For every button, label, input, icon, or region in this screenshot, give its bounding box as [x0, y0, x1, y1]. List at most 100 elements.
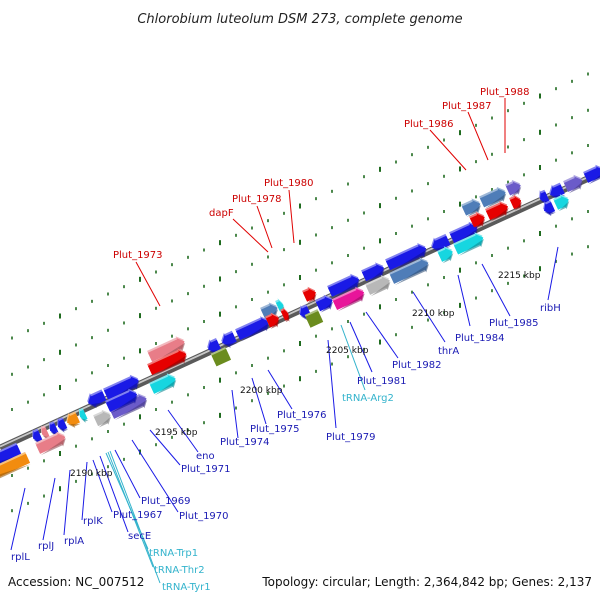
gene-label: tRNA-Arg2	[342, 393, 394, 404]
gene-arrow	[49, 421, 60, 437]
leader-trna-tyr1	[109, 450, 161, 584]
leader-plut-1969	[114, 449, 141, 499]
scale-label: 2210 kbp	[412, 309, 455, 319]
gene-label: secE	[128, 531, 151, 542]
gene-arrow	[210, 346, 232, 368]
gene-arrow	[78, 407, 89, 423]
leader-plut-1976	[267, 369, 293, 410]
gene-label: Plut_1971	[181, 464, 231, 475]
leader-sece	[99, 455, 129, 533]
leader-dapf	[232, 218, 269, 253]
leader-trna-thr2	[107, 451, 154, 568]
gene-labels-bottom: rplL rplJ rplA rplK Plut_1967 secE tRNA-…	[11, 303, 561, 593]
gene-label: ribH	[540, 303, 561, 314]
gene-label: Plut_1987	[442, 101, 492, 112]
leader-plut-1980	[288, 189, 295, 244]
leader-ribh	[547, 246, 559, 301]
gene-arrow	[437, 246, 454, 264]
gene-label: tRNA-Trp1	[149, 548, 198, 559]
gene-label: Plut_1967	[113, 510, 163, 521]
gene-arrow	[461, 198, 481, 218]
gene-arrow	[365, 275, 391, 297]
leader-plut-1985	[481, 263, 511, 317]
gene-arrow	[105, 388, 138, 414]
gene-arrow	[66, 411, 81, 428]
gene-label: rplK	[83, 516, 103, 527]
gene-label: Plut_1980	[264, 178, 314, 189]
gene-arrow	[265, 312, 280, 329]
scale-label: 2190 kbp	[70, 469, 113, 479]
gene-label: Plut_1986	[404, 119, 454, 130]
gene-arrow	[332, 286, 365, 312]
gene-arrow	[469, 211, 486, 229]
scale-label: 2215 kbp	[498, 271, 541, 281]
gene-arrow	[563, 174, 583, 194]
gene-label: Plut_1973	[113, 250, 163, 261]
leader-plut-1987	[467, 111, 489, 161]
gene-label: Plut_1979	[326, 432, 376, 443]
gene-label: Plut_1988	[480, 87, 530, 98]
leader-plut-1984	[457, 274, 471, 327]
scale-label: 2205 kbp	[326, 346, 369, 356]
scale-label: 2200 kbp	[240, 386, 283, 396]
gene-arrow	[57, 417, 68, 433]
gene-label: rplJ	[38, 541, 54, 552]
gene-label: Plut_1985	[489, 318, 539, 329]
gene-label: rplL	[11, 552, 30, 563]
gene-label: eno	[196, 451, 215, 462]
leader-rpll	[10, 487, 26, 551]
gene-label: Plut_1984	[455, 333, 505, 344]
gene-label: rplA	[64, 536, 84, 547]
gene-labels-top: Plut_1973 dapF Plut_1978 Plut_1980 Plut_…	[113, 87, 530, 261]
gene-label: tRNA-Tyr1	[162, 582, 211, 593]
label-leader-lines	[10, 98, 559, 584]
gene-label: Plut_1981	[357, 376, 407, 387]
gene-features	[0, 164, 600, 482]
leader-rpla	[63, 469, 71, 536]
leader-thra	[412, 291, 446, 343]
leader-plut-1982	[365, 311, 399, 359]
gene-arrow	[221, 330, 238, 348]
gene-arrow	[453, 232, 484, 256]
leader-plut-1973	[135, 261, 161, 307]
gene-arrow	[147, 348, 187, 377]
gene-arrow	[543, 200, 556, 217]
gene-label: Plut_1976	[277, 410, 327, 421]
leader-plut-1971	[149, 429, 181, 466]
leader-rplj	[42, 477, 56, 541]
leader-plut-1978	[256, 205, 273, 249]
gene-label: Plut_1982	[392, 360, 442, 371]
gene-label: Plut_1975	[250, 424, 300, 435]
gene-arrow	[0, 451, 31, 482]
leader-rplk	[81, 461, 88, 521]
accession-text: Accession: NC_007512	[8, 575, 144, 589]
gene-arrow	[509, 194, 522, 211]
gene-arrow	[32, 428, 43, 445]
scale-label: 2195 kbp	[155, 428, 198, 438]
leader-plut-1981	[349, 321, 373, 373]
leader-plut-1967	[92, 459, 113, 513]
gene-label: dapF	[209, 208, 234, 219]
gene-label: Plut_1970	[179, 511, 229, 522]
leader-trna-arg2	[340, 324, 366, 391]
leader-plut-1974	[231, 389, 239, 439]
gene-label: Plut_1969	[141, 496, 191, 507]
gene-label: tRNA-Thr2	[154, 565, 205, 576]
gene-arrow	[304, 309, 324, 330]
gene-arrow	[87, 389, 108, 409]
leader-plut-1970	[131, 439, 179, 513]
tick-marks	[11, 72, 589, 513]
gene-label: Plut_1978	[232, 194, 282, 205]
gene-arrow	[280, 306, 290, 323]
gene-arrow	[583, 164, 600, 185]
leader-eno	[167, 409, 199, 453]
leader-plut-1986	[429, 129, 467, 171]
gene-label: thrA	[438, 346, 459, 357]
topology-text: Topology: circular; Length: 2,364,842 bp…	[261, 575, 592, 589]
gene-arrow	[302, 286, 317, 304]
map-title: Chlorobium luteolum DSM 273, complete ge…	[137, 12, 462, 27]
gene-label: Plut_1974	[220, 437, 270, 448]
gene-arrow	[327, 273, 360, 299]
scale-labels: 2190 kbp 2195 kbp 2200 kbp 2205 kbp 2210…	[70, 271, 541, 479]
